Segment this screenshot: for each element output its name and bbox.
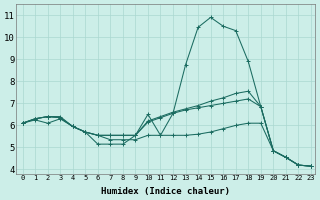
X-axis label: Humidex (Indice chaleur): Humidex (Indice chaleur) [101,187,230,196]
